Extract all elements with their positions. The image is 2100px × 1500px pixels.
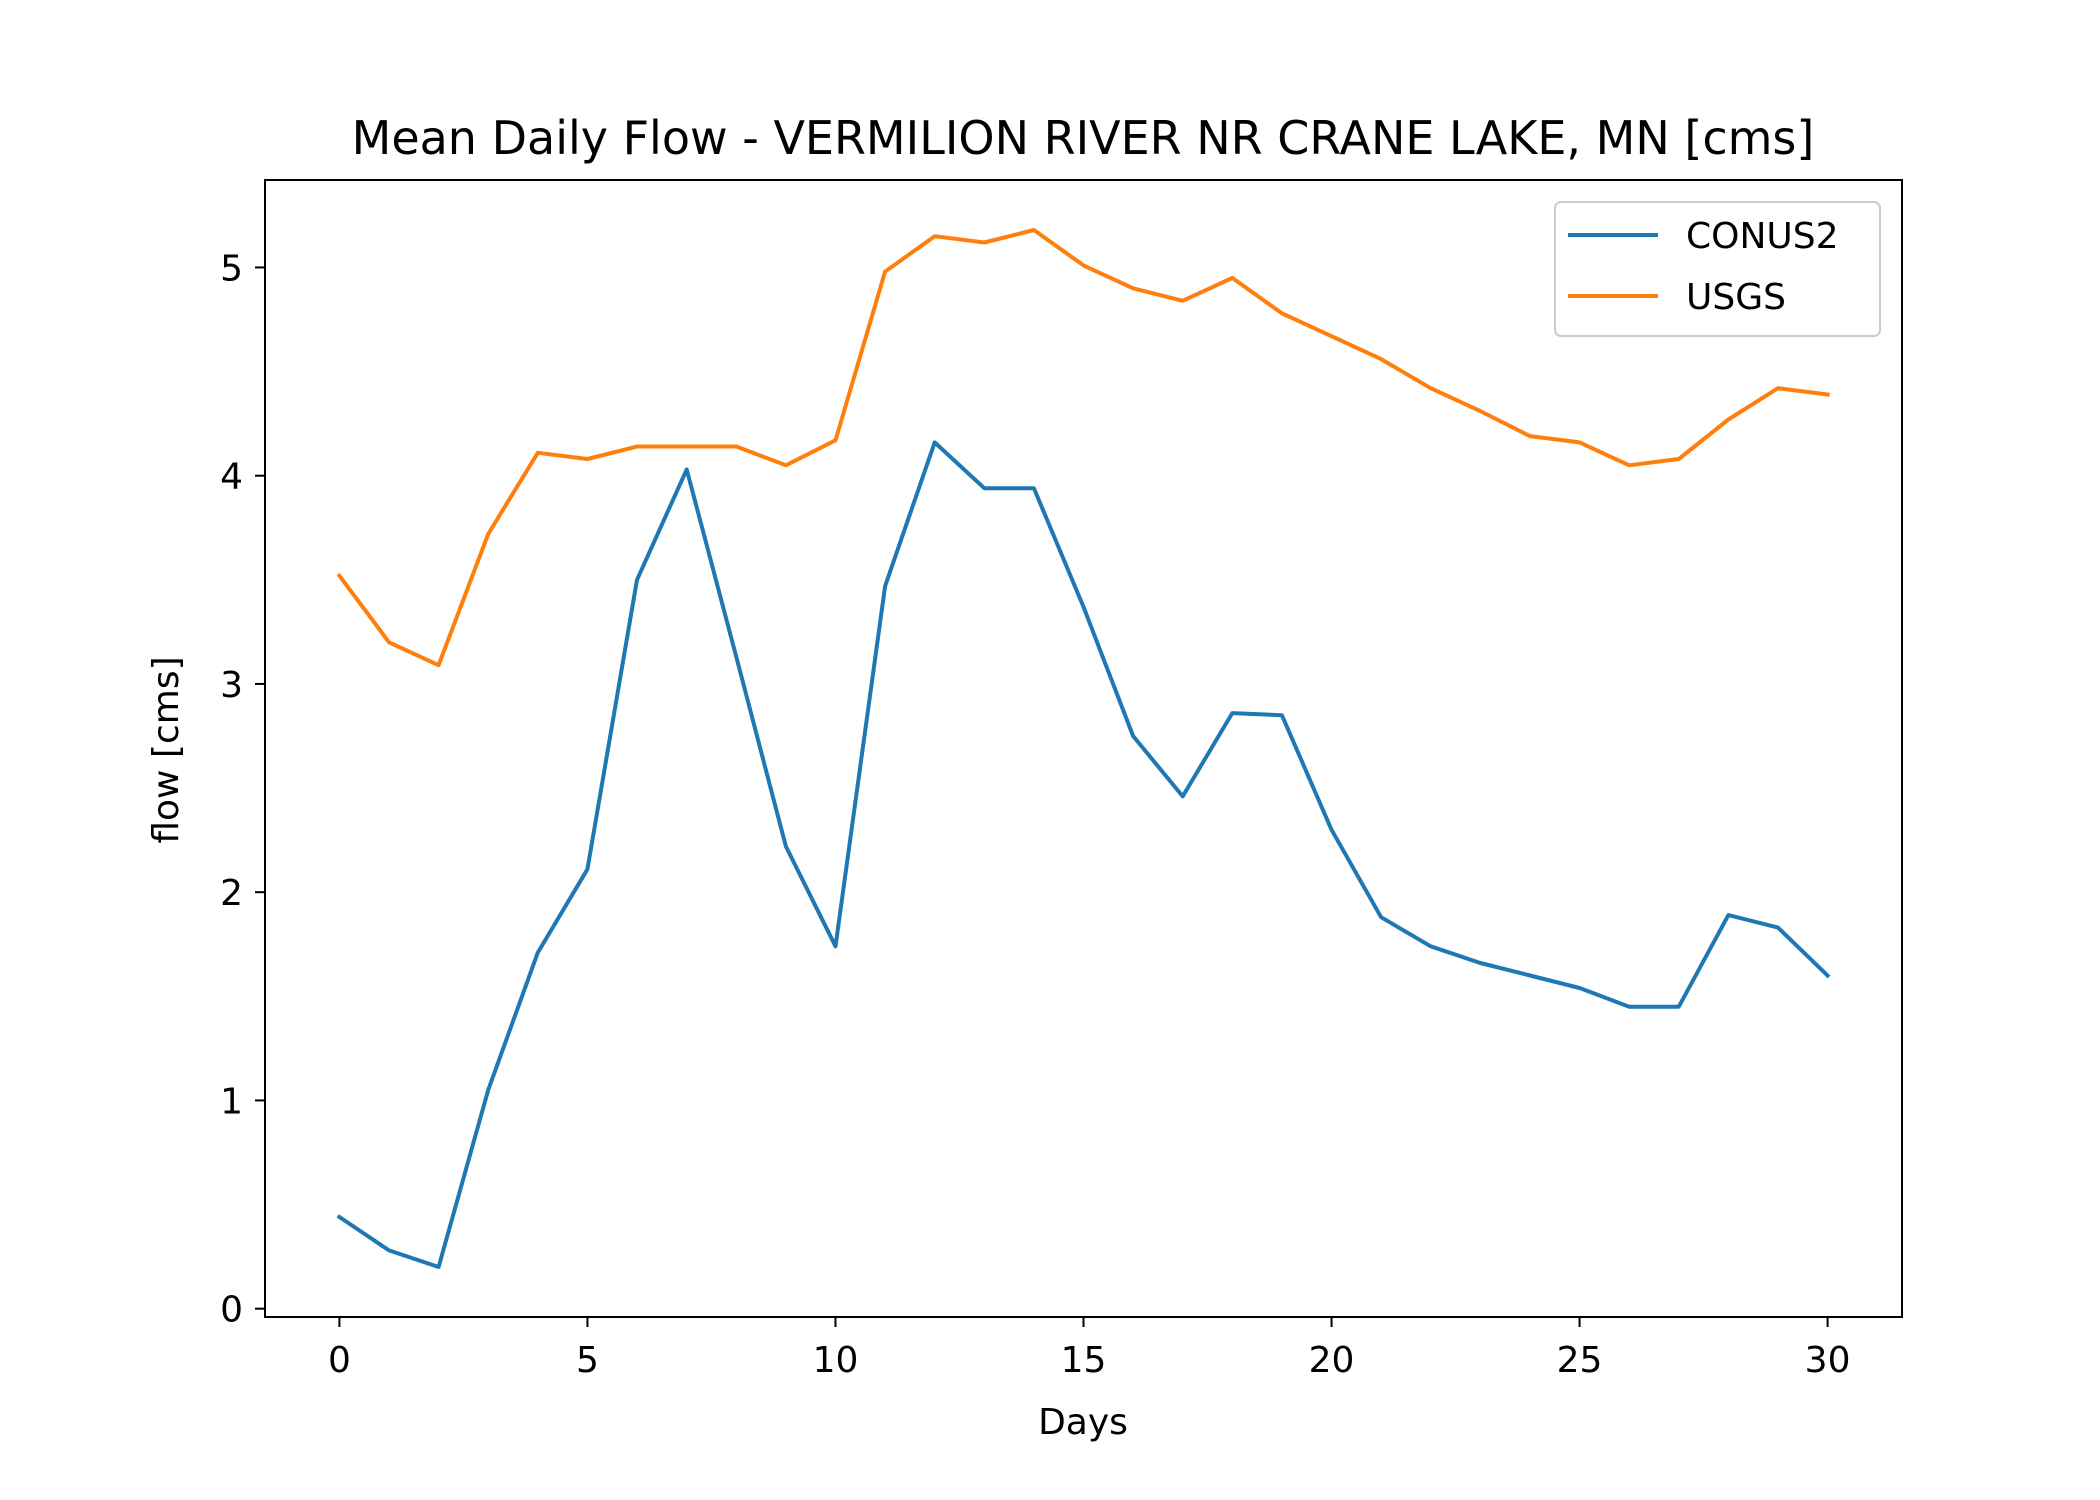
legend-label-conus2: CONUS2 [1686, 216, 1839, 257]
x-tick-label: 10 [813, 1340, 859, 1381]
x-axis-ticks: 0 5 10 15 20 25 30 [328, 1317, 1851, 1381]
x-axis-label: Days [1038, 1402, 1128, 1443]
series-line-usgs [336, 228, 1830, 668]
y-axis-label: flow [cms] [146, 656, 187, 843]
x-tick-label: 25 [1557, 1340, 1603, 1381]
series-line-conus2 [336, 440, 1831, 1269]
y-tick-label: 4 [220, 457, 243, 498]
legend: CONUS2 USGS [1554, 201, 1881, 337]
y-tick-label: 2 [220, 873, 243, 914]
y-tick-label: 3 [220, 665, 243, 706]
y-tick-label: 0 [220, 1290, 243, 1331]
x-tick-label: 5 [576, 1340, 599, 1381]
x-tick-label: 20 [1309, 1340, 1355, 1381]
chart-title: Mean Daily Flow - VERMILION RIVER NR CRA… [352, 111, 1815, 165]
y-tick-label: 5 [220, 248, 243, 289]
y-tick-label: 1 [220, 1081, 243, 1122]
x-tick-label: 30 [1805, 1340, 1851, 1381]
x-tick-label: 0 [328, 1340, 351, 1381]
series-lines [336, 228, 1831, 1269]
y-axis-ticks: 0 1 2 3 4 5 [220, 248, 265, 1331]
legend-label-usgs: USGS [1686, 277, 1786, 318]
x-tick-label: 15 [1061, 1340, 1107, 1381]
